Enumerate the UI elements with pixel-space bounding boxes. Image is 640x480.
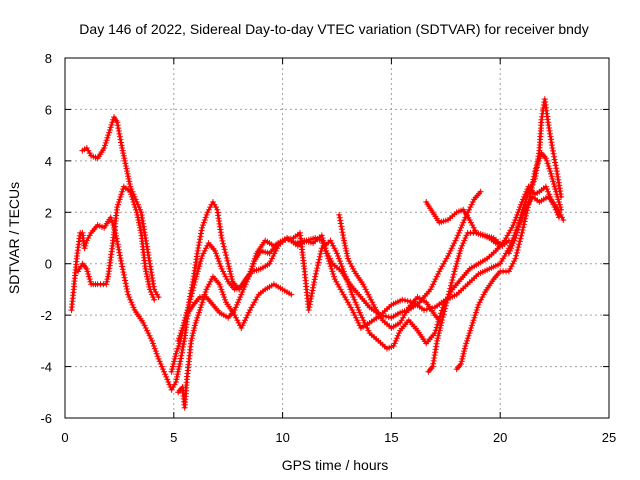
data-series-9 bbox=[425, 229, 506, 375]
series-plus-markers bbox=[453, 150, 565, 373]
y-axis-label: SDTVAR / TECUs bbox=[6, 182, 22, 294]
x-tick-label: 5 bbox=[170, 430, 177, 445]
y-tick-label: 6 bbox=[45, 102, 52, 117]
data-series-6 bbox=[175, 193, 567, 344]
grid bbox=[65, 58, 609, 418]
series-trace bbox=[70, 190, 482, 392]
chart-title: Day 146 of 2022, Sidereal Day-to-day VTE… bbox=[79, 21, 588, 37]
plot-frame bbox=[64, 57, 610, 419]
data-series-5 bbox=[175, 273, 295, 411]
x-tick-label: 20 bbox=[493, 430, 507, 445]
y-tick-label: 8 bbox=[45, 51, 52, 66]
data-series-11 bbox=[505, 96, 565, 257]
data-series-group bbox=[68, 96, 567, 411]
series-plus-markers bbox=[175, 273, 295, 411]
data-series-2 bbox=[68, 188, 484, 393]
data-series-7 bbox=[336, 211, 445, 331]
series-plus-markers bbox=[79, 114, 162, 301]
data-series-3 bbox=[75, 183, 158, 303]
series-plus-markers bbox=[425, 229, 506, 375]
series-trace bbox=[176, 275, 293, 410]
x-tick-label: 0 bbox=[61, 430, 68, 445]
data-series-10 bbox=[453, 150, 565, 373]
x-axis-label: GPS time / hours bbox=[282, 457, 389, 473]
y-tick-label: -6 bbox=[40, 411, 52, 426]
series-plus-markers bbox=[68, 188, 484, 393]
axis-ticks: 0 5 10 15 20 25 -6 -4 -2 0 2 4 6 8 bbox=[40, 51, 616, 445]
y-tick-label: -4 bbox=[40, 360, 52, 375]
y-tick-label: 2 bbox=[45, 205, 52, 220]
series-plus-markers bbox=[336, 211, 445, 331]
y-tick-label: 0 bbox=[45, 257, 52, 272]
x-tick-label: 15 bbox=[384, 430, 398, 445]
data-series-1 bbox=[79, 114, 162, 301]
series-plus-markers bbox=[75, 183, 158, 303]
x-tick-label: 10 bbox=[275, 430, 289, 445]
x-tick-label: 25 bbox=[602, 430, 616, 445]
y-tick-label: -2 bbox=[40, 308, 52, 323]
series-plus-markers bbox=[505, 96, 565, 257]
y-tick-label: 4 bbox=[45, 154, 52, 169]
